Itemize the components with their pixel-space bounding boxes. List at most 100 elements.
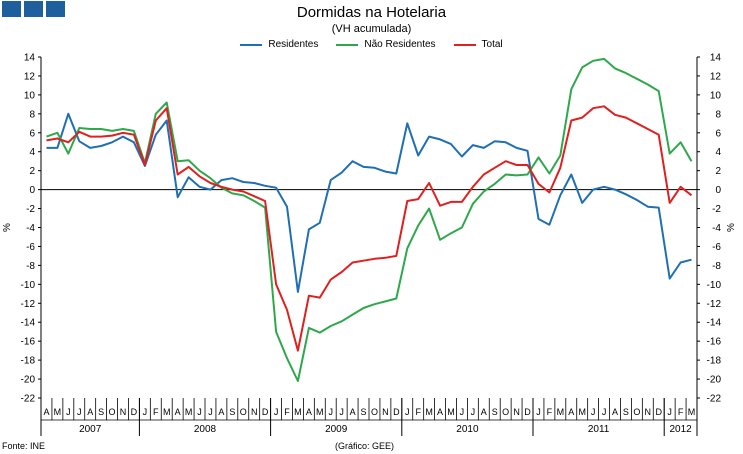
y-tick-label-left: 14 — [24, 53, 36, 64]
x-month-label: M — [578, 407, 586, 417]
x-month-label: M — [185, 407, 193, 417]
y-tick-label-right: 8 — [715, 109, 721, 120]
y-tick-label-right: 4 — [715, 147, 721, 158]
y-axis-label-left: % — [2, 223, 13, 232]
x-month-label: J — [274, 407, 279, 417]
x-month-label: A — [481, 407, 487, 417]
y-tick-label-right: -2 — [712, 204, 721, 215]
x-month-label: O — [109, 407, 116, 417]
x-month-label: A — [306, 407, 312, 417]
y-tick-label-right: 10 — [710, 90, 722, 101]
x-month-label: M — [688, 407, 696, 417]
y-tick-label-right: 14 — [710, 53, 722, 64]
y-tick-label-right: -20 — [707, 375, 722, 386]
credit-note: (Gráfico: GEE) — [335, 441, 395, 451]
x-month-label: S — [623, 407, 629, 417]
chart-subtitle: (VH acumulada) — [331, 23, 412, 35]
x-month-label: J — [66, 407, 71, 417]
y-tick-label-left: 8 — [29, 109, 35, 120]
x-month-label: J — [339, 407, 344, 417]
x-month-label: N — [513, 407, 520, 417]
y-tick-label-right: 12 — [710, 71, 722, 82]
y-tick-label-right: -18 — [707, 356, 722, 367]
x-month-label: M — [163, 407, 171, 417]
x-month-label: F — [415, 407, 421, 417]
x-month-label: O — [371, 407, 378, 417]
y-tick-label-left: 4 — [29, 147, 35, 158]
source-note: Fonte: INE — [2, 441, 46, 451]
y-tick-label-right: -4 — [712, 223, 721, 234]
y-tick-label-left: -4 — [26, 223, 35, 234]
gee-logo — [2, 1, 65, 17]
x-month-label: M — [316, 407, 324, 417]
x-month-label: J — [667, 407, 672, 417]
x-month-label: D — [524, 407, 531, 417]
x-month-label: J — [602, 407, 607, 417]
x-month-label: M — [54, 407, 62, 417]
y-tick-label-left: -14 — [21, 318, 36, 329]
x-month-label: A — [43, 407, 49, 417]
legend-label: Não Residentes — [364, 39, 436, 50]
x-month-label: F — [153, 407, 159, 417]
series-line-total — [46, 105, 693, 352]
chart-title: Dormidas na Hotelaria — [296, 4, 447, 21]
x-month-label: A — [87, 407, 93, 417]
x-month-label: D — [655, 407, 662, 417]
y-tick-label-left: 10 — [24, 90, 36, 101]
x-month-label: O — [502, 407, 509, 417]
x-month-label: S — [361, 407, 367, 417]
x-month-label: J — [460, 407, 465, 417]
x-year-label: 2012 — [669, 424, 692, 435]
y-tick-label-left: 12 — [24, 71, 36, 82]
y-tick-label-right: -22 — [707, 394, 722, 405]
x-month-label: J — [208, 407, 213, 417]
legend-item-nao-residentes: Não Residentes — [336, 39, 436, 50]
x-month-label: J — [536, 407, 541, 417]
x-month-label: A — [218, 407, 224, 417]
x-month-label: F — [547, 407, 553, 417]
y-tick-label-right: 0 — [715, 185, 721, 196]
legend-swatch — [453, 43, 476, 46]
x-year-label: 2010 — [456, 424, 479, 435]
x-month-label: M — [294, 407, 302, 417]
x-month-label: M — [557, 407, 565, 417]
logo-square — [24, 1, 43, 17]
x-month-label: O — [240, 407, 247, 417]
x-year-label: 2007 — [79, 424, 102, 435]
y-tick-label-right: -14 — [707, 318, 722, 329]
chart-legend: Residentes Não Residentes Total — [0, 39, 743, 50]
y-tick-label-left: 6 — [29, 128, 35, 139]
x-month-label: A — [612, 407, 618, 417]
y-tick-label-right: -8 — [712, 261, 721, 272]
y-tick-label-left: -22 — [21, 394, 36, 405]
y-tick-label-right: -6 — [712, 242, 721, 253]
y-tick-label-left: -18 — [21, 356, 36, 367]
x-year-label: 2009 — [325, 424, 348, 435]
x-month-label: J — [591, 407, 596, 417]
legend-label: Residentes — [268, 39, 319, 50]
y-tick-label-right: -10 — [707, 280, 722, 291]
y-tick-label-right: 2 — [715, 166, 721, 177]
series-line-n-o-residentes — [46, 57, 693, 382]
y-tick-label-left: -10 — [21, 280, 36, 291]
y-tick-label-right: -16 — [707, 337, 722, 348]
x-month-label: D — [393, 407, 400, 417]
x-month-label: N — [251, 407, 258, 417]
legend-swatch — [240, 43, 263, 46]
x-month-label: M — [447, 407, 455, 417]
x-month-label: N — [120, 407, 127, 417]
x-month-label: S — [492, 407, 498, 417]
x-month-label: S — [98, 407, 104, 417]
y-tick-label-left: -16 — [21, 337, 36, 348]
x-month-label: A — [437, 407, 443, 417]
legend-item-residentes: Residentes — [240, 39, 318, 50]
x-month-label: D — [262, 407, 269, 417]
x-month-label: A — [175, 407, 181, 417]
x-year-label: 2011 — [588, 424, 610, 435]
logo-square — [2, 1, 21, 17]
x-month-label: M — [425, 407, 433, 417]
logo-square — [46, 1, 65, 17]
x-month-label: J — [471, 407, 476, 417]
x-year-label: 2008 — [194, 424, 217, 435]
y-tick-label-right: 6 — [715, 128, 721, 139]
